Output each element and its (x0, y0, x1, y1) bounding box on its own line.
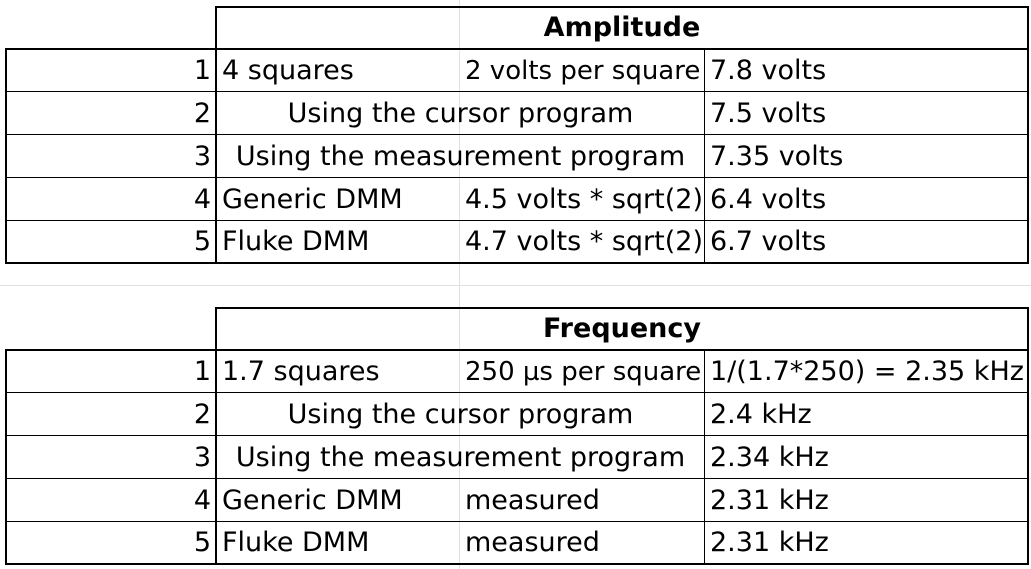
row-number: 5 (193, 527, 211, 558)
grid-line (459, 0, 460, 569)
detail-cell: measured (465, 527, 600, 558)
method-span-cell: Using the measurement program (235, 442, 686, 473)
result-cell: 2.34 kHz (710, 442, 829, 473)
method-cell: Generic DMM (222, 184, 403, 215)
result-cell: 2.31 kHz (710, 527, 829, 558)
grid-line (0, 285, 1031, 286)
detail-cell: 2 volts per square (465, 56, 701, 86)
result-cell: 2.4 kHz (710, 399, 812, 430)
result-cell: 7.35 volts (710, 141, 844, 172)
table-header: Frequency (542, 313, 702, 344)
method-span-cell: Using the cursor program (287, 98, 634, 129)
row-number: 4 (193, 184, 211, 215)
method-cell: Generic DMM (222, 485, 403, 516)
detail-cell: measured (465, 485, 600, 516)
row-number: 1 (193, 55, 211, 86)
method-span-cell: Using the measurement program (235, 141, 686, 172)
method-cell: 4 squares (222, 55, 354, 86)
method-cell: Fluke DMM (222, 226, 370, 257)
row-number: 2 (193, 98, 211, 129)
row-number: 5 (193, 226, 211, 257)
detail-cell: 4.5 volts * sqrt(2) (465, 184, 703, 215)
detail-cell: 250 µs per square (465, 357, 702, 387)
row-number: 4 (193, 485, 211, 516)
result-cell: 7.8 volts (710, 55, 827, 86)
row-number: 2 (193, 399, 211, 430)
result-cell: 6.4 volts (710, 184, 827, 215)
row-number: 3 (193, 442, 211, 473)
result-cell: 7.5 volts (710, 98, 827, 129)
table-header: Amplitude (543, 12, 701, 43)
method-cell: 1.7 squares (222, 356, 380, 387)
result-cell: 6.7 volts (710, 226, 827, 257)
detail-cell: 4.7 volts * sqrt(2) (465, 226, 703, 257)
method-cell: Fluke DMM (222, 527, 370, 558)
row-number: 1 (193, 356, 211, 387)
method-span-cell: Using the cursor program (287, 399, 634, 430)
result-cell: 1/(1.7*250) = 2.35 kHz (710, 356, 1024, 387)
row-number: 3 (193, 141, 211, 172)
result-cell: 2.31 kHz (710, 485, 829, 516)
